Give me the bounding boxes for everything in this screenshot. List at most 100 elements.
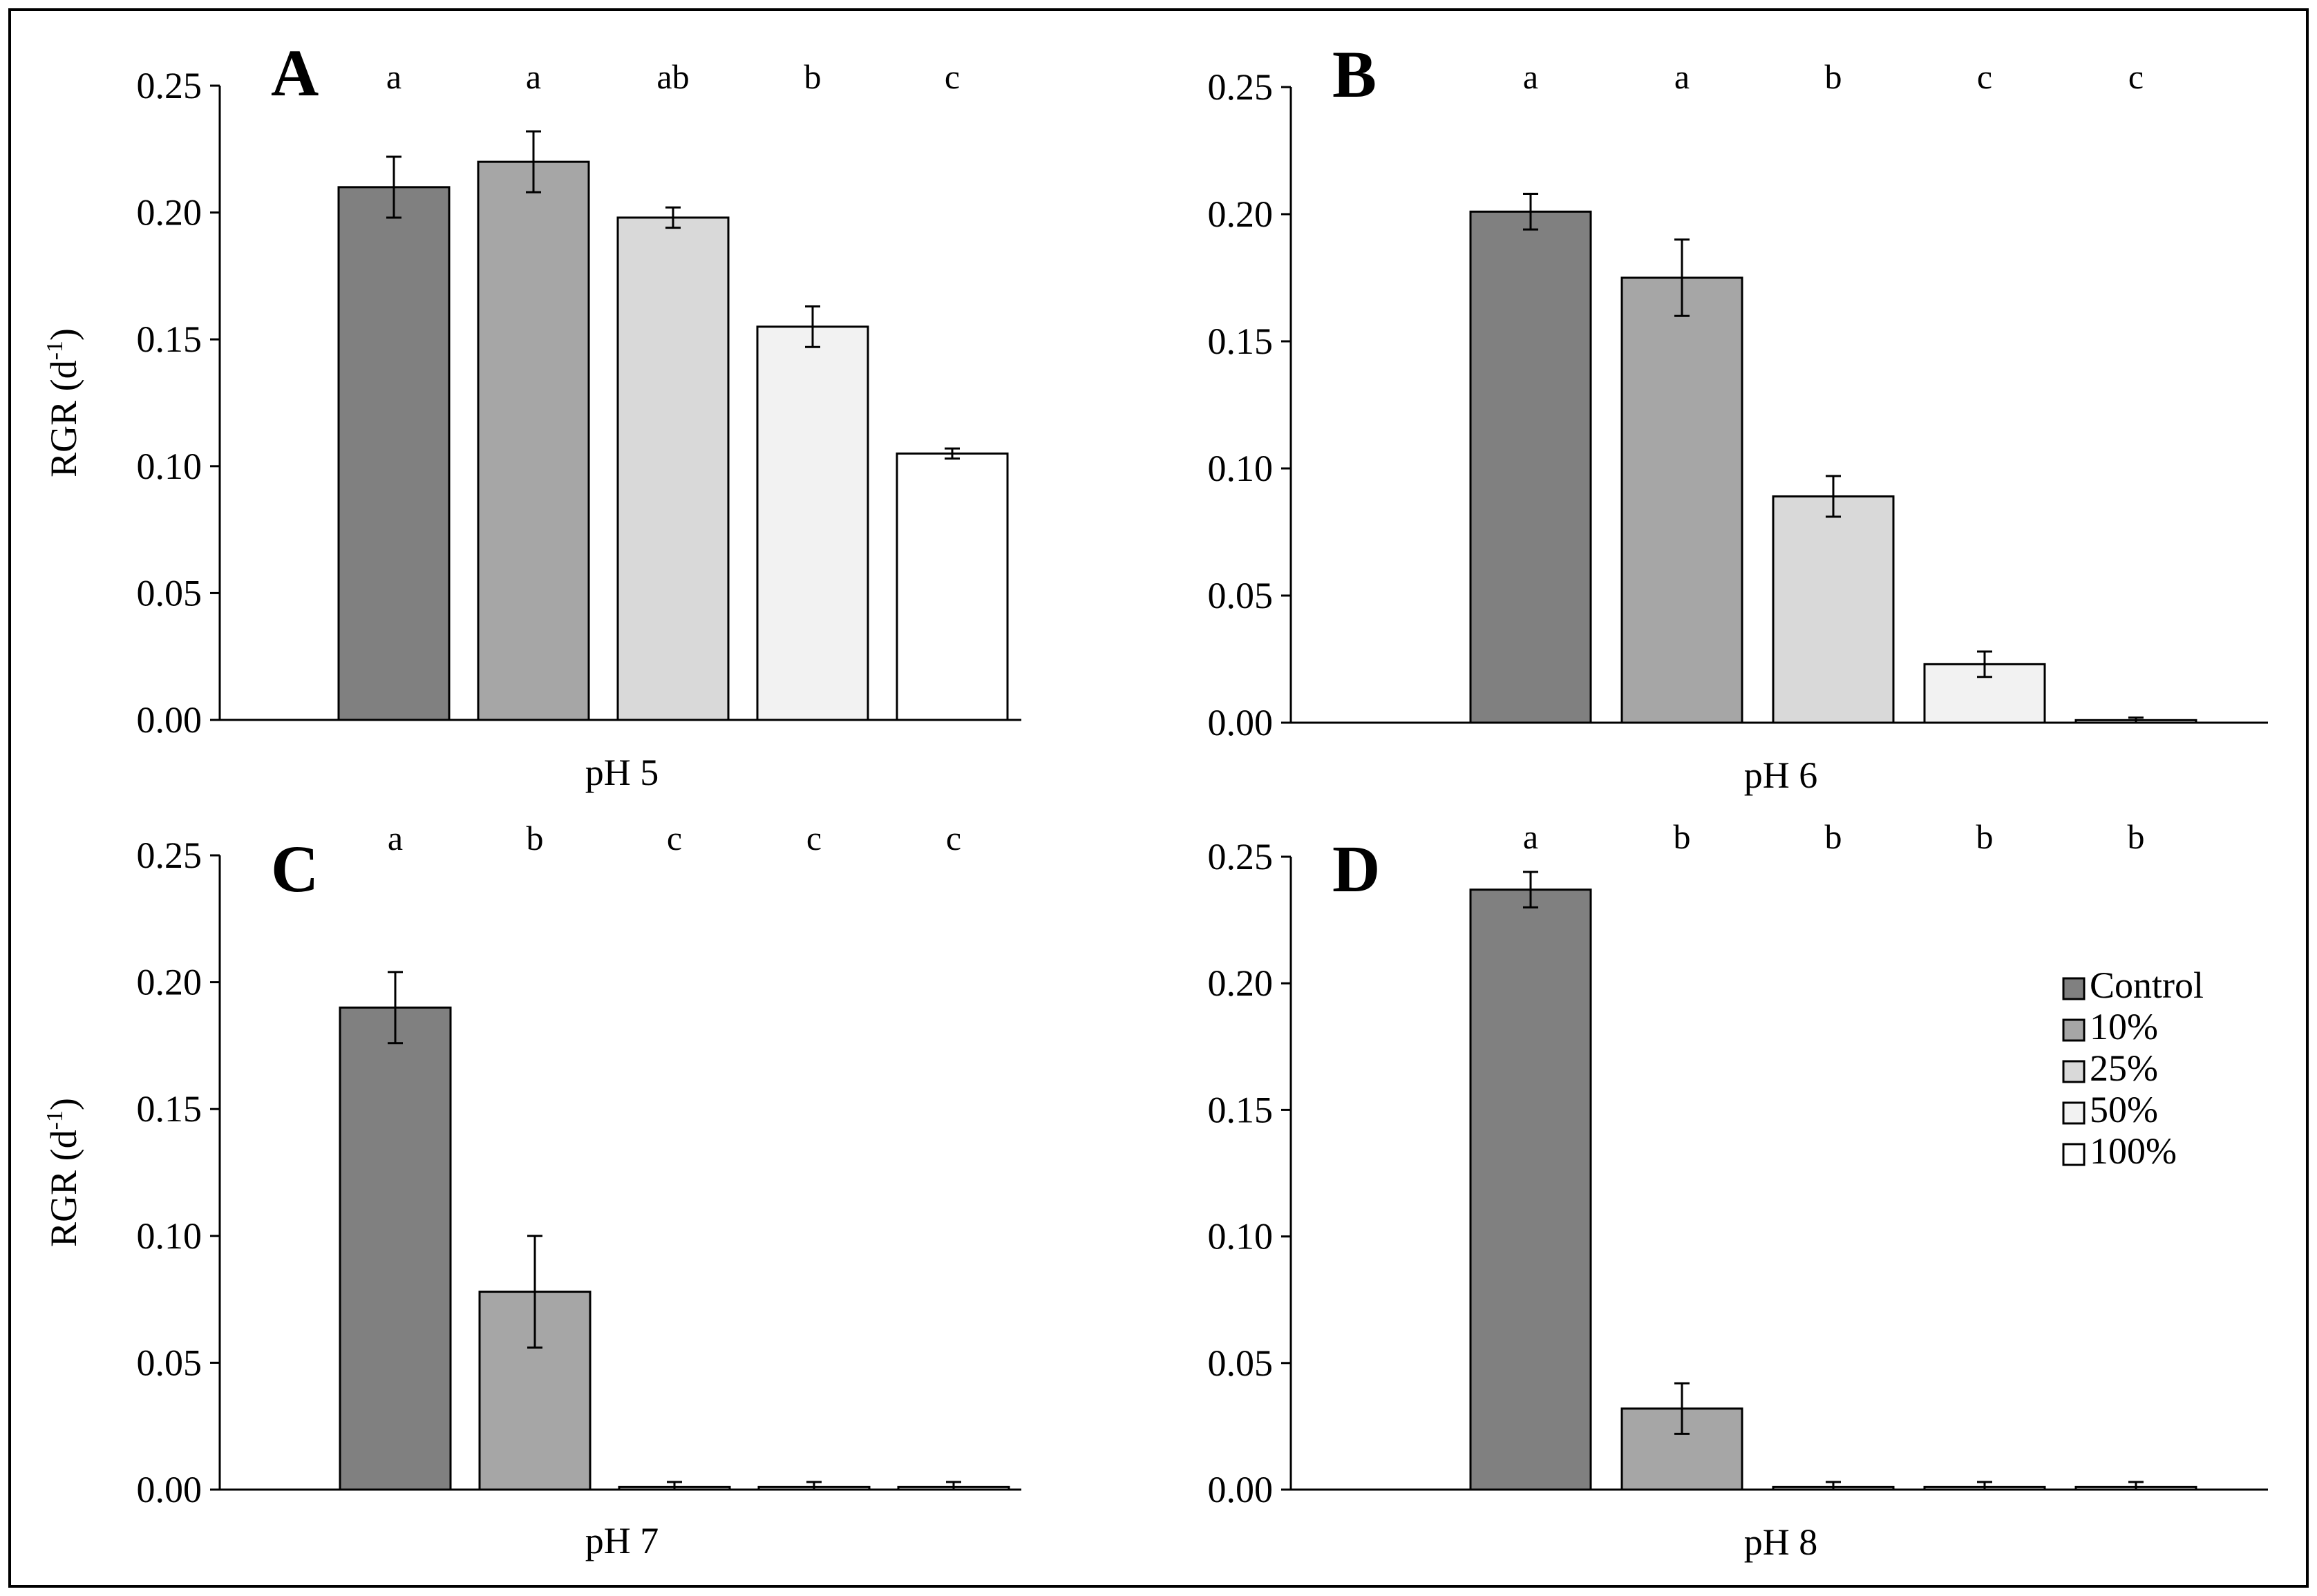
y-tick-label: 0.20 (137, 192, 202, 234)
y-axis-title: RGR (d-1) (42, 1098, 84, 1247)
y-tick-label: 0.00 (1208, 1469, 1274, 1510)
significance-letter: a (1523, 817, 1538, 856)
significance-letter: b (804, 57, 822, 96)
error-bar (1523, 193, 1538, 231)
significance-letter: b (1674, 817, 1691, 856)
x-axis-title: pH 5 (585, 752, 659, 793)
y-tick-label: 0.05 (137, 1342, 202, 1383)
panel-letter: B (1332, 37, 1377, 111)
bar-c-1 (339, 1006, 452, 1491)
error-bar (388, 971, 403, 1045)
bar-d-1 (1469, 889, 1592, 1491)
panel-letter: D (1332, 832, 1380, 906)
legend-swatch (2062, 1143, 2086, 1166)
significance-letter: b (2128, 817, 2145, 856)
error-bar (1523, 871, 1538, 909)
y-tick-label: 0.20 (1208, 962, 1274, 1004)
y-tick-label: 0.00 (1208, 702, 1274, 743)
y-tick-label: 0.15 (137, 1088, 202, 1130)
error-bar (806, 1481, 822, 1491)
bar-a-2 (477, 160, 590, 721)
legend-item: 100% (2062, 1130, 2177, 1172)
x-axis-title: pH 7 (585, 1520, 659, 1561)
error-bar (526, 130, 541, 193)
significance-letter: b (1825, 57, 1842, 96)
error-bar (386, 155, 401, 219)
panel-letter: C (271, 832, 319, 906)
significance-letter: a (388, 819, 403, 857)
error-bar (2128, 716, 2144, 724)
y-tick-label: 0.05 (137, 572, 202, 614)
significance-letter: c (667, 819, 682, 857)
y-tick-label: 0.00 (137, 1469, 202, 1510)
error-bar (946, 1481, 961, 1491)
error-bar (2128, 1481, 2144, 1491)
bar-a-4 (756, 325, 869, 721)
y-tick-label: 0.25 (137, 835, 202, 876)
significance-letter: c (2128, 57, 2144, 96)
y-tick-label: 0.15 (137, 319, 202, 360)
y-tick-label: 0.10 (1208, 448, 1274, 489)
legend-swatch (2062, 1101, 2086, 1125)
y-tick-label: 0.20 (1208, 193, 1274, 235)
y-tick-label: 0.10 (137, 1215, 202, 1257)
significance-letter: ab (656, 57, 689, 96)
error-bar (1977, 650, 1992, 678)
y-tick-label: 0.15 (1208, 1089, 1274, 1130)
bar-b-3 (1772, 495, 1895, 724)
bar-b-2 (1620, 276, 1743, 724)
significance-letter: c (945, 57, 960, 96)
significance-letter: c (1977, 57, 1992, 96)
y-tick-label: 0.05 (1208, 575, 1274, 616)
error-bar (667, 1481, 682, 1491)
y-tick-label: 0.05 (1208, 1342, 1274, 1384)
significance-letter: a (386, 57, 401, 96)
legend-item: Control (2062, 965, 2204, 1006)
y-axis-title: RGR (d-1) (42, 328, 84, 477)
error-bar (805, 305, 820, 348)
y-tick-label: 0.25 (137, 65, 202, 106)
legend-item: 50% (2062, 1089, 2158, 1130)
error-bar (1674, 238, 1690, 317)
panel-c: 0.00 0.05 0.10 0.15 0.20 0.25 a b c c c CpH 7 RGR (d… (42, 819, 1021, 1561)
y-tick-label: 0.20 (137, 962, 202, 1003)
y-tick-label: 0.00 (137, 699, 202, 741)
error-bar (527, 1235, 542, 1349)
significance-letter: a (1523, 57, 1538, 96)
x-axis-title: pH 8 (1744, 1521, 1818, 1563)
panel-letter: A (271, 36, 319, 110)
error-bar (665, 206, 681, 229)
y-tick-label: 0.10 (137, 446, 202, 487)
panel-a: 0.00 0.05 0.10 0.15 0.20 0.25 a a ab b c ApH 5 RGR (… (42, 36, 1021, 793)
legend-swatch (2062, 977, 2086, 1000)
panel-d: 0.00 0.05 0.10 0.15 0.20 0.25 a b b b b DpH 8 (1208, 817, 2268, 1563)
significance-letter: b (1976, 817, 1994, 856)
bar-a-5 (896, 452, 1009, 721)
legend-label: 100% (2090, 1130, 2177, 1172)
error-bar (1826, 475, 1841, 518)
significance-letter: a (1674, 57, 1690, 96)
error-bar (1674, 1382, 1690, 1435)
significance-letter: b (1825, 817, 1842, 856)
error-bar (945, 447, 960, 460)
bar-a-3 (616, 216, 730, 721)
significance-letter: b (527, 819, 544, 857)
error-bar (1977, 1481, 1992, 1491)
y-tick-label: 0.15 (1208, 321, 1274, 362)
y-tick-label: 0.25 (1208, 836, 1274, 877)
legend-label: Control (2090, 965, 2204, 1006)
legend-label: 50% (2090, 1089, 2158, 1130)
y-tick-label: 0.10 (1208, 1216, 1274, 1257)
legend-swatch (2062, 1018, 2086, 1042)
panel-b: 0.00 0.05 0.10 0.15 0.20 0.25 a a b c c BpH 6 (1208, 37, 2268, 796)
significance-letter: c (946, 819, 961, 857)
legend-swatch (2062, 1060, 2086, 1083)
legend-item: 25% (2062, 1047, 2158, 1089)
legend-label: 10% (2090, 1006, 2158, 1047)
significance-letter: c (806, 819, 822, 857)
legend-item: 10% (2062, 1006, 2158, 1047)
error-bar (1826, 1481, 1841, 1491)
bar-b-1 (1469, 210, 1592, 724)
y-tick-label: 0.25 (1208, 66, 1274, 108)
